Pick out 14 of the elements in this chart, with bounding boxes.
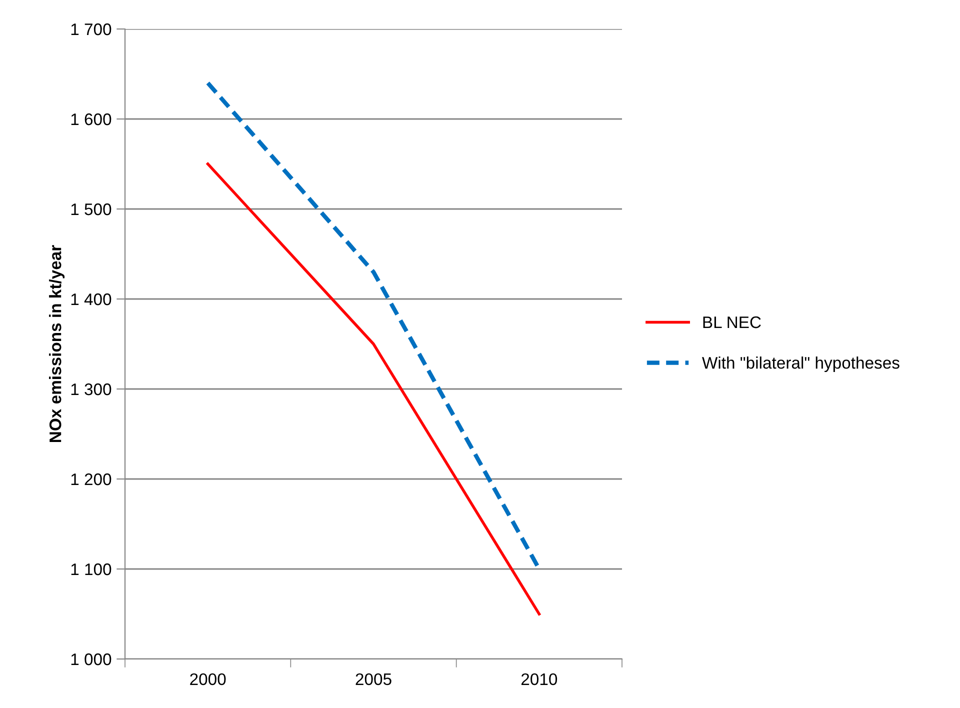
legend-label: BL NEC xyxy=(703,316,761,328)
y-tick-label: 1 200 xyxy=(71,473,112,486)
y-tick-label: 1 400 xyxy=(71,293,112,306)
y-tick-label: 1 500 xyxy=(71,203,112,216)
y-tick-label: 1 700 xyxy=(71,23,112,36)
y-tick-label: 1 300 xyxy=(71,383,112,396)
x-tick-label: 2000 xyxy=(190,673,226,686)
y-tick-label: 1 600 xyxy=(71,113,112,126)
x-tick-label: 2005 xyxy=(356,673,392,686)
y-tick-label: 1 100 xyxy=(71,563,112,576)
y-tick-label: 1 000 xyxy=(71,653,112,666)
y-axis-title: NOx emissions in kt/year xyxy=(49,245,65,442)
x-tick-label: 2010 xyxy=(521,673,558,686)
legend-label: With "bilateral" hypotheses xyxy=(702,356,900,372)
